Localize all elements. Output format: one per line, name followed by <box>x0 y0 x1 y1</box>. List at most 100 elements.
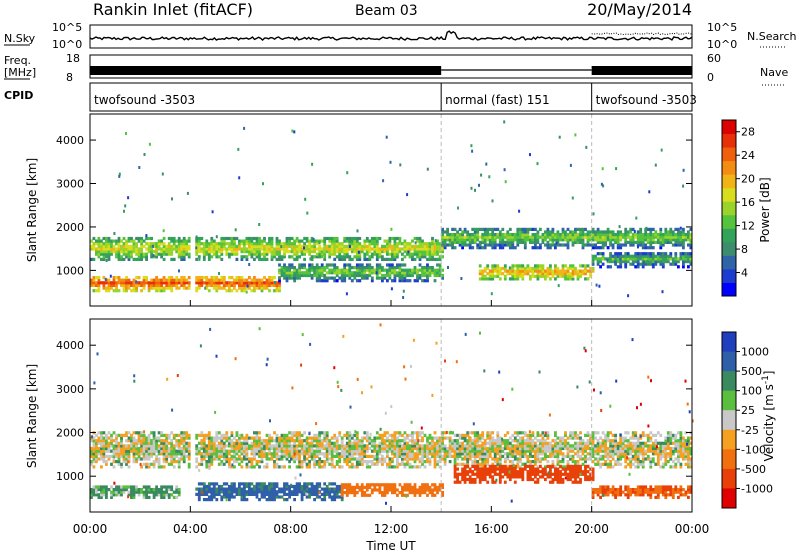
heatmap-cell <box>416 444 419 448</box>
heatmap-cell <box>428 457 432 461</box>
heatmap-cell <box>263 252 266 256</box>
heatmap-cell <box>516 431 520 435</box>
heatmap-cell <box>508 436 512 440</box>
heatmap-cell <box>644 254 648 258</box>
nsearch-label: N.Search <box>747 30 797 43</box>
heatmap-cell <box>511 233 515 237</box>
heatmap-cell <box>155 286 158 290</box>
heatmap-cell <box>375 276 379 280</box>
heatmap-cell <box>403 454 407 458</box>
heatmap-cell <box>323 452 327 456</box>
heatmap-cell <box>596 227 600 231</box>
heatmap-cell <box>135 431 138 435</box>
heatmap-cell <box>594 243 597 247</box>
heatmap-cell <box>486 462 490 466</box>
heatmap-cell <box>350 236 354 241</box>
heatmap-cell <box>243 289 246 293</box>
heatmap-cell <box>383 273 387 278</box>
heatmap-cell <box>396 244 399 248</box>
heatmap-cell <box>624 252 628 256</box>
heatmap-cell <box>132 242 136 246</box>
heatmap-cell <box>338 457 342 461</box>
heatmap-cell <box>298 457 301 461</box>
colorbar-swatch <box>722 214 736 229</box>
heatmap-cell <box>330 436 334 440</box>
heatmap-cell <box>363 239 367 243</box>
heatmap-cell <box>669 257 673 261</box>
heatmap-cell <box>155 444 158 448</box>
heatmap-cell <box>541 240 545 244</box>
heatmap-cell <box>411 444 414 448</box>
heatmap-cell <box>135 452 138 456</box>
heatmap-cell <box>212 281 216 285</box>
heatmap-cell <box>288 460 291 464</box>
heatmap-cell <box>463 238 467 242</box>
heatmap-cell <box>511 235 515 239</box>
heatmap-cell <box>491 274 495 278</box>
heatmap-cell <box>631 262 635 266</box>
heatmap-cell <box>373 441 377 445</box>
heatmap-cell <box>127 283 131 287</box>
heatmap-cell <box>606 457 610 461</box>
heatmap-cell <box>150 255 153 259</box>
heatmap-cell <box>586 444 590 448</box>
heatmap-cell <box>586 441 590 445</box>
heatmap-cell <box>626 235 630 239</box>
heatmap-cell <box>461 452 464 456</box>
heatmap-cell <box>539 452 542 456</box>
heatmap-cell <box>551 460 555 464</box>
heatmap-cell <box>360 271 364 275</box>
heatmap-cell <box>654 235 658 239</box>
heatmap-cell <box>115 444 118 448</box>
heatmap-cell <box>604 454 607 458</box>
heatmap-cell <box>518 436 522 440</box>
heatmap-cell <box>255 449 259 453</box>
heatmap-cell <box>631 235 635 239</box>
heatmap-cell <box>240 255 244 259</box>
heatmap-cell <box>529 444 532 448</box>
heatmap-cell <box>97 278 101 282</box>
heatmap-cell <box>561 233 565 237</box>
heatmap-cell <box>554 269 557 273</box>
heatmap-cell <box>110 449 113 453</box>
heatmap-cell <box>421 252 424 256</box>
heatmap-cell <box>606 439 610 443</box>
heatmap-cell <box>569 431 572 435</box>
heatmap-cell <box>335 236 339 241</box>
heatmap-cell <box>182 454 186 458</box>
heatmap-cell <box>170 276 174 280</box>
heatmap-cell <box>654 262 658 266</box>
heatmap-cell <box>100 457 103 461</box>
heatmap-speckle <box>480 173 483 177</box>
heatmap-cell <box>496 274 500 278</box>
heatmap-cell <box>160 250 163 254</box>
heatmap-cell <box>255 431 259 435</box>
heatmap-cell <box>333 247 337 251</box>
heatmap-cell <box>679 254 683 258</box>
heatmap-cell <box>365 239 369 243</box>
heatmap-cell <box>180 449 184 453</box>
heatmap-cell <box>581 233 585 237</box>
heatmap-cell <box>117 255 121 259</box>
heatmap-speckle <box>390 227 393 231</box>
heatmap-cell <box>393 242 397 246</box>
freq-band-segment <box>591 66 692 75</box>
heatmap-cell <box>656 446 660 451</box>
heatmap-cell <box>386 268 389 272</box>
heatmap-cell <box>561 454 565 458</box>
heatmap-cell <box>491 431 495 435</box>
heatmap-cell <box>120 462 123 466</box>
heatmap-cell <box>656 238 660 242</box>
heatmap-cell <box>147 454 151 458</box>
heatmap-cell <box>288 244 291 248</box>
heatmap-cell <box>579 264 582 268</box>
heatmap-cell <box>498 269 502 273</box>
heatmap-cell <box>298 263 301 267</box>
heatmap-cell <box>155 244 158 248</box>
heatmap-cell <box>589 457 592 461</box>
heatmap-cell <box>483 227 487 231</box>
heatmap-cell <box>431 452 434 456</box>
heatmap-cell <box>531 227 535 231</box>
heatmap-cell <box>195 460 199 464</box>
heatmap-cell <box>666 436 670 440</box>
